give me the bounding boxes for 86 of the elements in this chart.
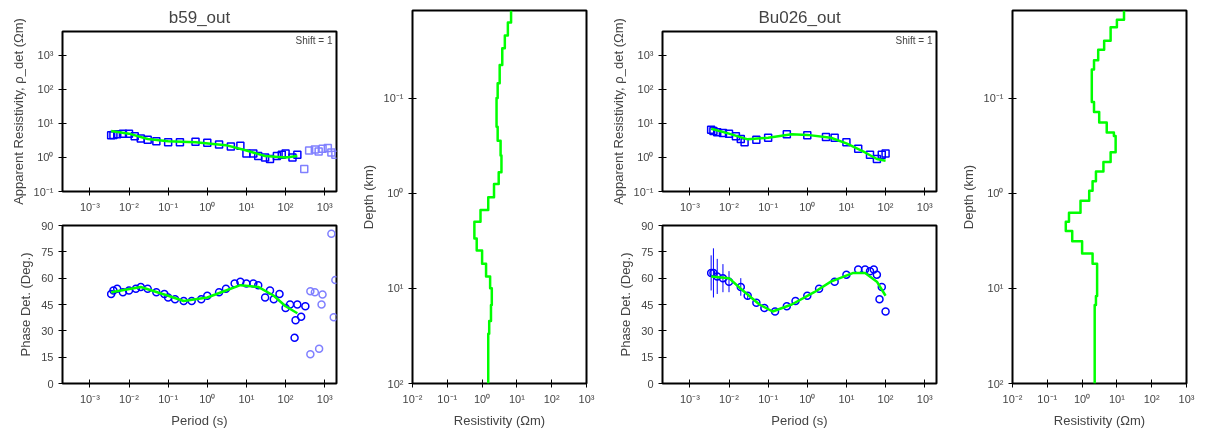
y-tick-label: 90: [41, 219, 54, 232]
y-tick-label: 0: [47, 377, 54, 390]
y-tick-label: 10¹: [387, 282, 404, 295]
y-axis-title: Apparent Resistivity, ρ_det (Ωm): [610, 18, 626, 205]
y-tick-label: 10²: [637, 83, 654, 96]
x-tick-label: 10⁰: [199, 200, 216, 213]
x-tick-label: 10⁰: [799, 200, 816, 213]
y-tick-label: 10⁰: [987, 187, 1004, 200]
y-tick-label: 10⁰: [387, 187, 404, 200]
y-tick-label: 10¹: [637, 117, 654, 130]
x-tick-label: 10⁰: [473, 392, 491, 405]
y-tick-label: 10⁻¹: [633, 185, 654, 198]
x-tick-label: 10¹: [1108, 392, 1126, 405]
x-tick-label: 10⁻³: [79, 392, 101, 405]
y-tick-label: 75: [41, 245, 54, 258]
x-tick-label: 10⁻¹: [437, 392, 458, 405]
x-tick-label: 10⁻¹: [758, 392, 779, 405]
x-tick-label: 10¹: [238, 200, 255, 213]
y-tick-label: 10³: [637, 49, 654, 62]
x-tick-label: 10²: [277, 392, 294, 405]
x-tick-label: 10²: [877, 392, 894, 405]
y-tick-label: 10²: [987, 377, 1004, 390]
y-tick-label: 0: [647, 377, 654, 390]
x-tick-label: 10⁻¹: [758, 200, 779, 213]
y-axis-title: Depth (km): [360, 164, 376, 230]
x-tick-label: 10⁻²: [719, 200, 740, 213]
y-axis-title: Apparent Resistivity, ρ_det (Ωm): [10, 18, 26, 205]
y-tick-label: 10⁰: [637, 151, 654, 164]
x-tick-label: 10¹: [238, 392, 255, 405]
x-tick-label: 10⁻³: [79, 200, 101, 213]
x-tick-label: 10⁻²: [119, 392, 140, 405]
y-tick-label: 45: [41, 298, 54, 311]
x-tick-label: 10⁻¹: [158, 392, 179, 405]
x-tick-label: 10⁻¹: [1037, 392, 1058, 405]
x-tick-label: 10²: [1143, 392, 1160, 405]
y-tick-label: 10²: [37, 83, 54, 96]
y-tick-label: 10²: [387, 377, 404, 390]
y-axis-title: Phase Det. (Deg.): [618, 252, 634, 357]
chart-title: b59_out: [168, 7, 231, 27]
y-tick-label: 30: [641, 324, 654, 337]
y-tick-label: 60: [41, 272, 54, 285]
y-tick-label: 10⁻¹: [983, 92, 1004, 105]
y-tick-label: 10⁻¹: [33, 185, 54, 198]
chart-title: Bu026_out: [758, 7, 841, 27]
y-axis-title: Depth (km): [960, 164, 976, 230]
y-tick-label: 10³: [37, 49, 54, 62]
x-tick-label: 10¹: [838, 392, 855, 405]
x-tick-label: 10³: [916, 200, 933, 213]
x-tick-label: 10⁰: [799, 392, 816, 405]
x-tick-label: 10³: [1178, 392, 1195, 405]
annotation: Shift = 1: [295, 34, 333, 46]
y-tick-label: 10¹: [987, 282, 1004, 295]
y-tick-label: 10⁰: [37, 151, 54, 164]
y-tick-label: 15: [41, 351, 54, 364]
x-axis-title: Period (s): [771, 412, 828, 428]
x-tick-label: 10¹: [838, 200, 855, 213]
y-tick-label: 75: [641, 245, 654, 258]
x-axis-title: Period (s): [171, 412, 228, 428]
y-tick-label: 10¹: [37, 117, 54, 130]
x-tick-label: 10³: [916, 392, 933, 405]
x-tick-label: 10⁻³: [679, 200, 701, 213]
y-axis-title: Phase Det. (Deg.): [18, 252, 34, 357]
x-tick-label: 10⁻³: [679, 392, 701, 405]
y-tick-label: 30: [41, 324, 54, 337]
x-tick-label: 10⁻²: [119, 200, 140, 213]
x-axis-title: Resistivity (Ωm): [453, 412, 546, 428]
y-tick-label: 90: [641, 219, 654, 232]
x-tick-label: 10⁰: [199, 392, 216, 405]
y-tick-label: 10⁻¹: [383, 92, 404, 105]
x-tick-label: 10⁻²: [1002, 392, 1023, 405]
x-tick-label: 10³: [316, 392, 333, 405]
y-tick-label: 45: [641, 298, 654, 311]
x-tick-label: 10⁰: [1073, 392, 1091, 405]
x-tick-label: 10⁻²: [719, 392, 740, 405]
x-tick-label: 10⁻²: [402, 392, 423, 405]
x-tick-label: 10¹: [508, 392, 526, 405]
y-tick-label: 60: [641, 272, 654, 285]
x-tick-label: 10³: [578, 392, 595, 405]
x-tick-label: 10³: [316, 200, 333, 213]
annotation: Shift = 1: [895, 34, 933, 46]
x-tick-label: 10²: [543, 392, 560, 405]
y-tick-label: 15: [641, 351, 654, 364]
x-tick-label: 10⁻¹: [158, 200, 179, 213]
x-axis-title: Resistivity (Ωm): [1053, 412, 1146, 428]
x-tick-label: 10²: [277, 200, 294, 213]
x-tick-label: 10²: [877, 200, 894, 213]
